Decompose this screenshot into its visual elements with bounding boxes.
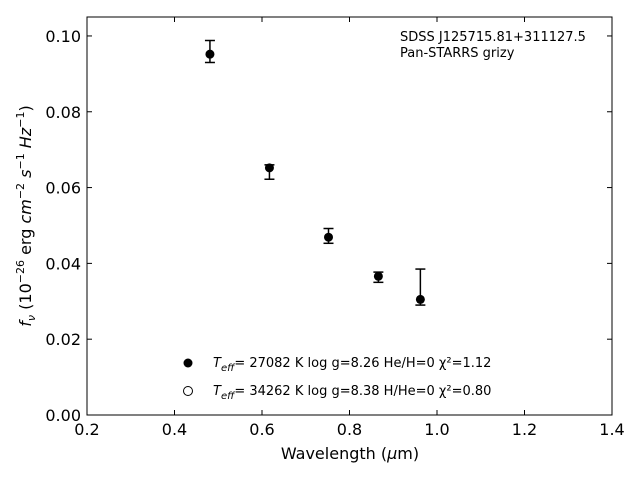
annotation-line-1: SDSS J125715.81+311127.5 (400, 30, 586, 45)
model-point-filled (264, 163, 274, 173)
x-tick-label: 1.2 (512, 420, 537, 439)
x-tick-label: 1.0 (424, 420, 449, 439)
data-marks (204, 39, 426, 306)
model-point-filled (415, 294, 425, 304)
axis-ticks (86, 17, 613, 416)
x-tick-label: 0.6 (249, 420, 274, 439)
annotation-line-2: Pan-STARRS grizy (400, 46, 515, 61)
legend-marker-open (183, 386, 193, 396)
y-tick-label: 0.06 (45, 179, 81, 198)
x-tick-label: 0.2 (74, 420, 99, 439)
y-tick-label: 0.08 (45, 103, 81, 122)
x-axis-label: Wavelength (μm) (281, 444, 419, 463)
model-point-filled (324, 232, 333, 242)
x-tick-labels: 0.2 0.4 0.6 0.8 1.0 1.2 1.4 (74, 420, 624, 439)
y-tick-label: 0.10 (45, 27, 81, 46)
legend-entry-1: Teff= 27082 K log g=8.26 He/H=0 χ²=1.12 (213, 356, 491, 374)
y-tick-label: 0.00 (45, 406, 81, 425)
legend-entry-2: Teff= 34262 K log g=8.38 H/He=0 χ²=0.80 (213, 384, 491, 402)
x-tick-label: 0.4 (162, 420, 187, 439)
y-tick-labels: 0.00 0.02 0.04 0.06 0.08 0.10 (45, 27, 81, 425)
y-tick-label: 0.04 (45, 254, 81, 273)
y-tick-label: 0.02 (45, 330, 81, 349)
legend-marker-filled (183, 358, 193, 368)
model-point-filled (373, 271, 383, 281)
legend: Teff= 27082 K log g=8.26 He/H=0 χ²=1.12 … (183, 356, 491, 402)
model-point-filled (205, 49, 215, 59)
x-tick-label: 1.4 (599, 420, 624, 439)
y-axis-label: fν (10−26 erg cm−2 s−1 Hz−1) (14, 105, 38, 326)
x-tick-label: 0.8 (337, 420, 362, 439)
